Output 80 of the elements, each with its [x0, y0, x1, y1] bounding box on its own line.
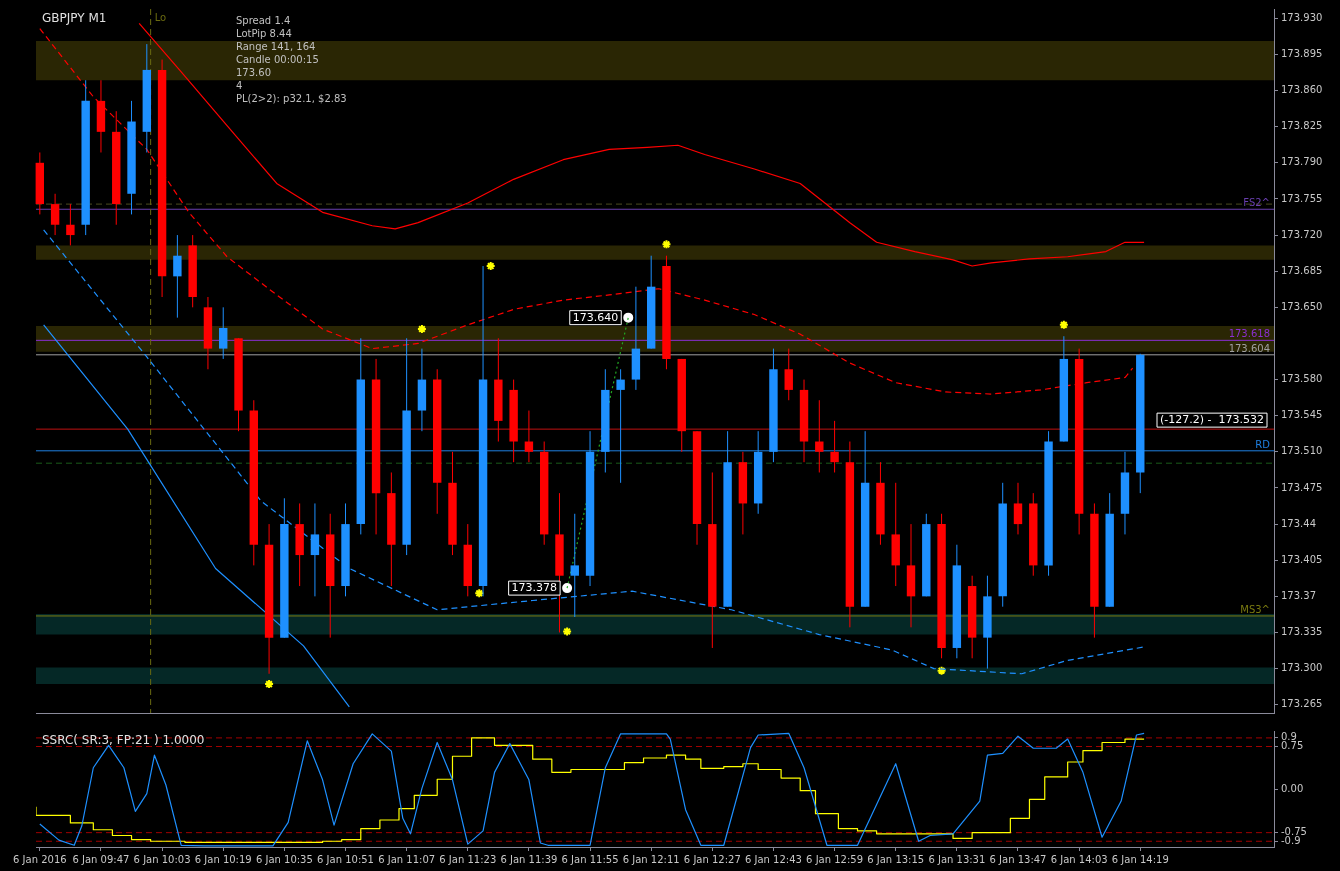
y-tick-label: 173.755 [1281, 192, 1323, 204]
y-tick-label: 173.895 [1281, 48, 1323, 60]
chart-title: SSRC( SR:3, FP:21 ) 1.0000 [42, 733, 205, 748]
annotation: 173.378 [511, 580, 558, 594]
annotation: 173.640 [572, 310, 619, 324]
y-tick-label: 173.475 [1281, 481, 1323, 493]
x-tick-label: 6 Jan 11:55 [561, 853, 619, 865]
x-tick-label: 6 Jan 14:19 [1111, 853, 1169, 865]
candlestick [1013, 482, 1023, 535]
candlestick [616, 368, 625, 484]
line-series [43, 229, 1145, 675]
y-tick-label: 0.00 [1281, 783, 1304, 795]
y-tick-label: 173.580 [1281, 373, 1323, 385]
candlestick [219, 306, 228, 360]
x-tick-label: 6 Jan 13:31 [928, 853, 986, 865]
x-tick-label: 6 Jan 12:11 [622, 853, 680, 865]
x-tick-label: 6 Jan 12:27 [683, 853, 741, 865]
x-tick-label: 6 Jan 14:03 [1050, 853, 1108, 865]
y-tick-label: 173.37 [1281, 589, 1316, 601]
point [562, 583, 573, 594]
x-tick-label: 6 Jan 10:35 [255, 853, 313, 865]
candlestick [830, 420, 839, 473]
annotation: LotPip 8.44 [236, 27, 292, 39]
x-tick-label: 6 Jan 11:07 [378, 853, 436, 865]
x-tick-label: 6 Jan 12:43 [744, 853, 802, 865]
y-tick-label: 0.9 [1281, 731, 1297, 743]
candlestick [815, 399, 824, 473]
y-tick-label: 173.860 [1281, 84, 1323, 96]
x-tick-label: 6 Jan 10:19 [194, 853, 252, 865]
annotation: Spread 1.4 [236, 14, 291, 26]
ref-line-label: MS3^ [1240, 603, 1270, 615]
x-tick-label: 6 Jan 11:39 [500, 853, 558, 865]
y-tick-label: 173.300 [1281, 662, 1323, 674]
y-tick-label: 173.930 [1281, 11, 1323, 23]
candlestick [784, 348, 793, 401]
annotation: Range 141, 164 [236, 40, 316, 52]
point [562, 626, 573, 637]
ref-line-label: 173.618 [1228, 328, 1270, 340]
x-tick-label: 6 Jan 12:59 [806, 853, 864, 865]
y-tick-label: 173.685 [1281, 264, 1323, 276]
x-tick-label: 6 Jan 11:23 [439, 853, 497, 865]
ref-line-label: FS2^ [1243, 197, 1270, 209]
candlestick [173, 234, 182, 319]
candlestick [310, 502, 320, 597]
annotation: PL(2>2): p32.1, $2.83 [236, 92, 347, 104]
ref-line-label: Lo [154, 12, 167, 23]
y-tick-label: 173.335 [1281, 626, 1323, 638]
x-tick-label: 6 Jan 09:47 [72, 853, 130, 865]
candlestick [524, 410, 534, 463]
point [474, 588, 485, 599]
y-tick-label: 173.790 [1281, 156, 1323, 168]
annotation: (-127.2) - 173.532 [1160, 412, 1264, 426]
y-tick-label: 173.650 [1281, 300, 1323, 312]
point [416, 324, 427, 334]
annotation: 173.60 [236, 66, 271, 78]
x-tick-label: 6 Jan 13:15 [867, 853, 925, 865]
y-tick-label: 173.44 [1281, 517, 1316, 529]
point [623, 312, 634, 323]
ref-line-label: RD [1255, 438, 1271, 450]
candlestick [570, 513, 579, 618]
y-tick-label: 173.265 [1281, 698, 1323, 710]
point [661, 239, 672, 250]
candlestick [50, 193, 60, 236]
point [1058, 319, 1069, 330]
y-tick-label: 0.75 [1281, 740, 1304, 752]
x-tick-label: 6 Jan 10:03 [133, 853, 191, 865]
annotation: 4 [236, 79, 243, 91]
ref-line-label: 173.604 [1228, 342, 1270, 354]
y-tick-label: 173.405 [1281, 553, 1323, 565]
x-tick-label: 6 Jan 10:51 [317, 853, 374, 865]
y-tick-label: 173.720 [1281, 228, 1323, 240]
candlestick [66, 203, 75, 246]
y-tick-label: 173.510 [1281, 445, 1323, 457]
annotation: Candle 00:00:15 [236, 53, 319, 65]
y-tick-label: 173.545 [1281, 409, 1323, 421]
x-tick-label: 6 Jan 13:47 [989, 853, 1047, 865]
point [936, 665, 947, 676]
x-tick-label: 6 Jan 2016 [13, 853, 67, 865]
chart-title: GBPJPY M1 [42, 11, 107, 26]
y-tick-label: 173.825 [1281, 120, 1323, 132]
